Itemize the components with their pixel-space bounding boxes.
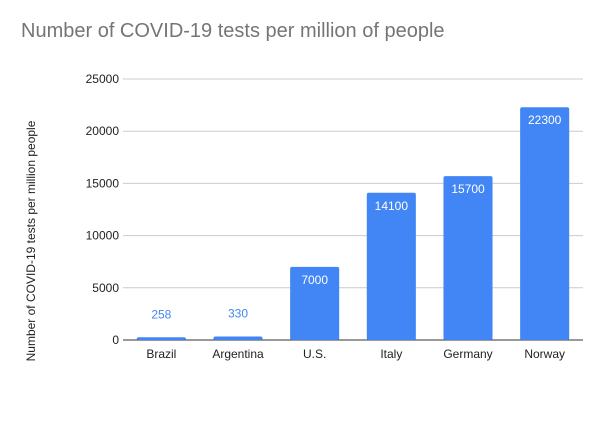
bar [520,107,570,340]
bar [366,192,416,340]
y-tick-label: 0 [112,333,119,347]
chart-title: Number of COVID-19 tests per million of … [21,20,445,42]
bar [213,336,263,340]
x-tick-label: Norway [524,347,565,361]
bar [443,176,493,340]
y-tick-label: 25000 [86,72,120,86]
x-tick-label: Brazil [146,347,176,361]
y-tick-label: 20000 [86,124,120,138]
x-tick-label: Germany [443,347,492,361]
data-label: 7000 [301,273,328,287]
bars [136,107,570,340]
data-label: 15700 [451,182,485,196]
bar [136,337,186,340]
x-tick-label: U.S. [303,347,326,361]
gridlines [123,78,583,341]
x-tick-labels: Brazil Argentina U.S. Italy Germany Norway [146,347,565,361]
y-tick-label: 5000 [92,281,119,295]
data-labels: 258 330 7000 14100 15700 22300 [151,113,561,321]
y-axis-title: Number of COVID-19 tests per million peo… [24,120,38,361]
y-tick-labels: 0 5000 10000 15000 20000 25000 [86,72,120,347]
x-tick-label: Italy [380,347,402,361]
data-label: 258 [151,307,171,321]
y-tick-label: 10000 [86,229,120,243]
x-tick-label: Argentina [212,347,264,361]
bar [290,266,340,340]
data-label: 14100 [375,199,409,213]
data-label: 22300 [528,113,562,127]
data-label: 330 [228,307,248,321]
y-tick-label: 15000 [86,176,120,190]
